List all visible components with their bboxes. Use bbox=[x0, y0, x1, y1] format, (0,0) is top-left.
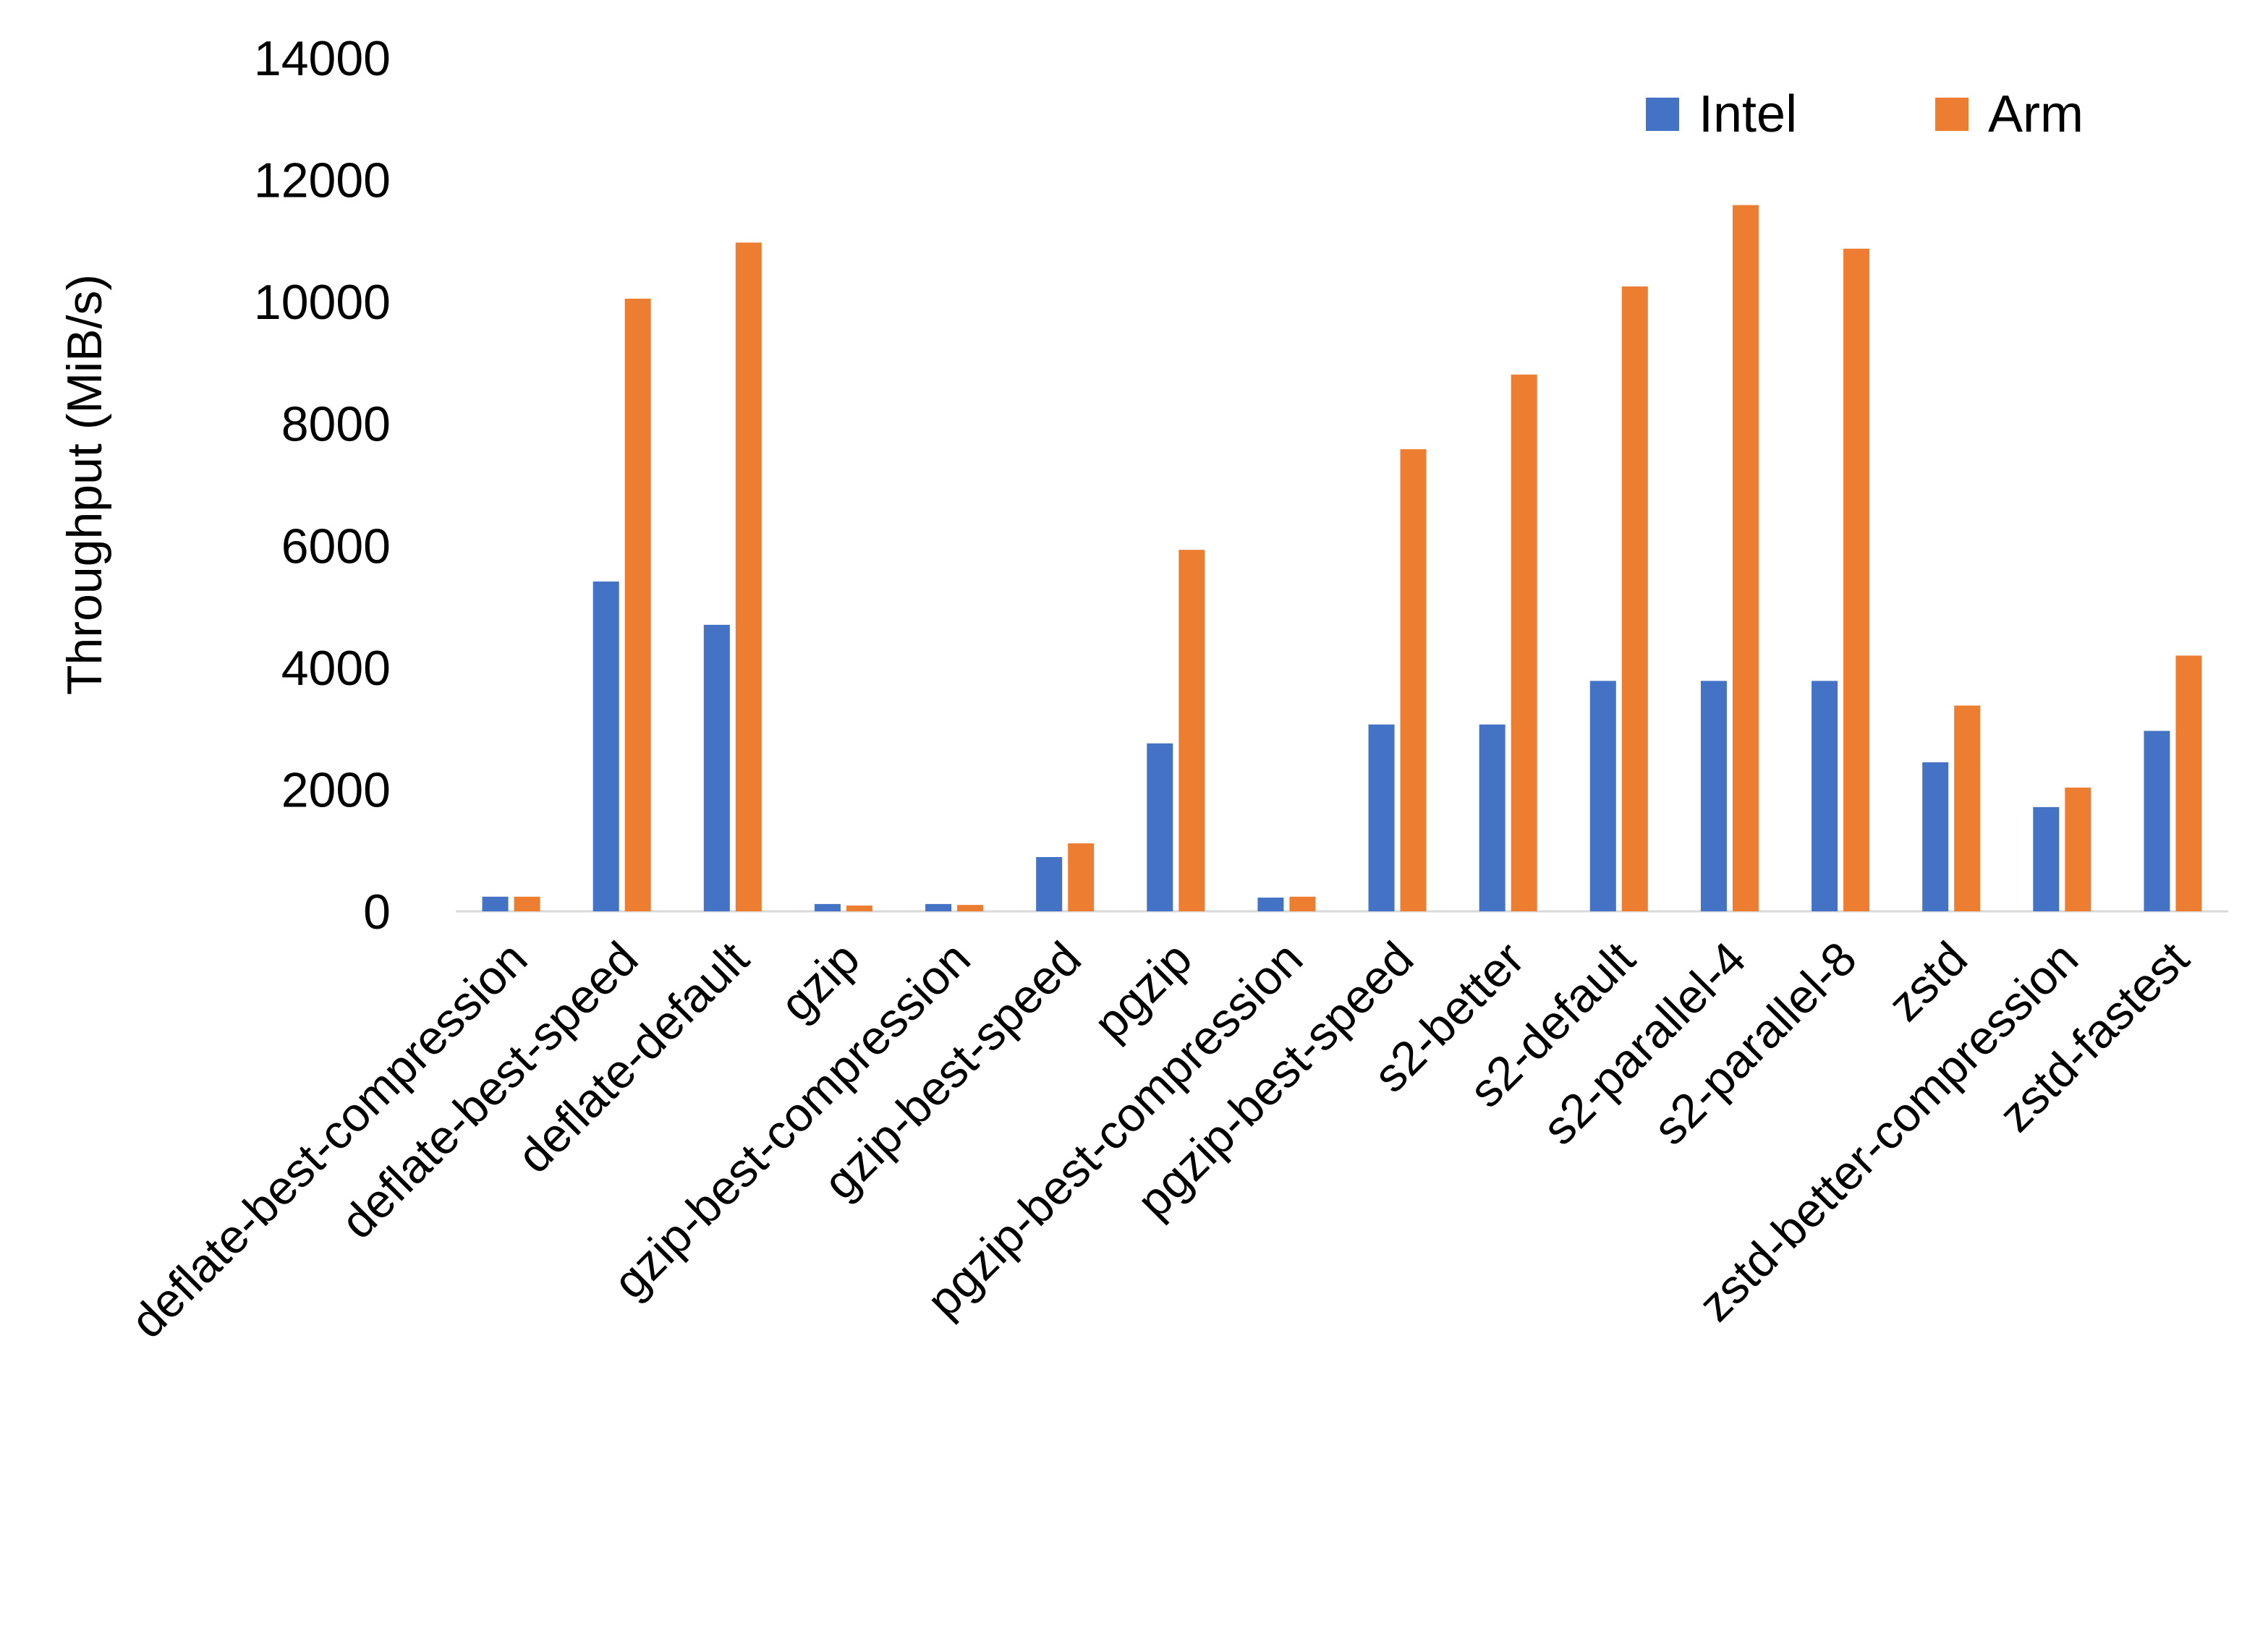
bar-intel-pgzip bbox=[1147, 743, 1173, 911]
bar-intel-deflate-default bbox=[703, 624, 730, 911]
legend-swatch-arm bbox=[1935, 98, 1968, 131]
legend-label-intel: Intel bbox=[1699, 85, 1797, 143]
bar-arm-deflate-best-speed bbox=[624, 298, 651, 911]
bar-arm-pgzip-best-compression bbox=[1289, 896, 1316, 911]
bar-intel-deflate-best-compression bbox=[482, 896, 509, 911]
legend-label-arm: Arm bbox=[1988, 85, 2084, 143]
bar-intel-s2-default bbox=[1589, 681, 1616, 911]
y-tick-label: 8000 bbox=[281, 397, 391, 452]
legend-swatch-intel bbox=[1646, 98, 1679, 131]
bar-arm-pgzip-best-speed bbox=[1400, 449, 1427, 911]
bar-intel-zstd-fastest bbox=[2144, 731, 2170, 911]
y-tick-label: 6000 bbox=[281, 519, 391, 574]
bar-intel-gzip bbox=[814, 903, 841, 911]
y-tick-label: 12000 bbox=[254, 153, 391, 208]
bar-intel-gzip-best-speed bbox=[1036, 856, 1063, 911]
bar-intel-gzip-best-compression bbox=[925, 903, 952, 911]
y-tick-label: 2000 bbox=[281, 762, 391, 817]
bar-arm-gzip bbox=[846, 905, 872, 911]
bar-intel-s2-parallel-8 bbox=[1812, 681, 1838, 911]
bar-arm-zstd-fastest bbox=[2175, 655, 2202, 911]
bar-arm-gzip-best-speed bbox=[1068, 843, 1095, 911]
bar-intel-zstd-better-compression bbox=[2033, 806, 2060, 911]
bar-arm-s2-parallel-4 bbox=[1732, 205, 1759, 911]
legend: Intel Arm bbox=[1646, 85, 2084, 143]
bar-arm-s2-parallel-8 bbox=[1843, 248, 1870, 911]
bar-intel-s2-better bbox=[1479, 724, 1505, 911]
y-tick-label: 10000 bbox=[254, 275, 391, 330]
bar-intel-s2-parallel-4 bbox=[1700, 681, 1727, 911]
bar-arm-pgzip bbox=[1178, 550, 1205, 911]
bar-intel-zstd bbox=[1922, 762, 1949, 911]
bar-arm-s2-default bbox=[1621, 286, 1648, 912]
bar-arm-s2-better bbox=[1511, 374, 1537, 911]
y-tick-label: 4000 bbox=[281, 641, 391, 696]
y-axis-label: Throughput (MiB/s) bbox=[57, 274, 112, 695]
x-tick-label: zstd bbox=[1877, 932, 1977, 1031]
y-tick-label: 0 bbox=[363, 885, 391, 940]
bar-arm-zstd bbox=[1954, 705, 1981, 911]
bar-intel-pgzip-best-compression bbox=[1257, 898, 1284, 911]
bar-arm-deflate-default bbox=[735, 242, 762, 911]
x-tick-label: gzip bbox=[770, 932, 870, 1031]
bar-arm-deflate-best-compression bbox=[514, 896, 540, 911]
bar-intel-deflate-best-speed bbox=[593, 582, 619, 911]
bar-arm-gzip-best-compression bbox=[957, 905, 984, 911]
bar-arm-zstd-better-compression bbox=[2065, 787, 2091, 911]
y-tick-label: 14000 bbox=[254, 31, 391, 86]
bar-intel-pgzip-best-speed bbox=[1368, 724, 1395, 911]
